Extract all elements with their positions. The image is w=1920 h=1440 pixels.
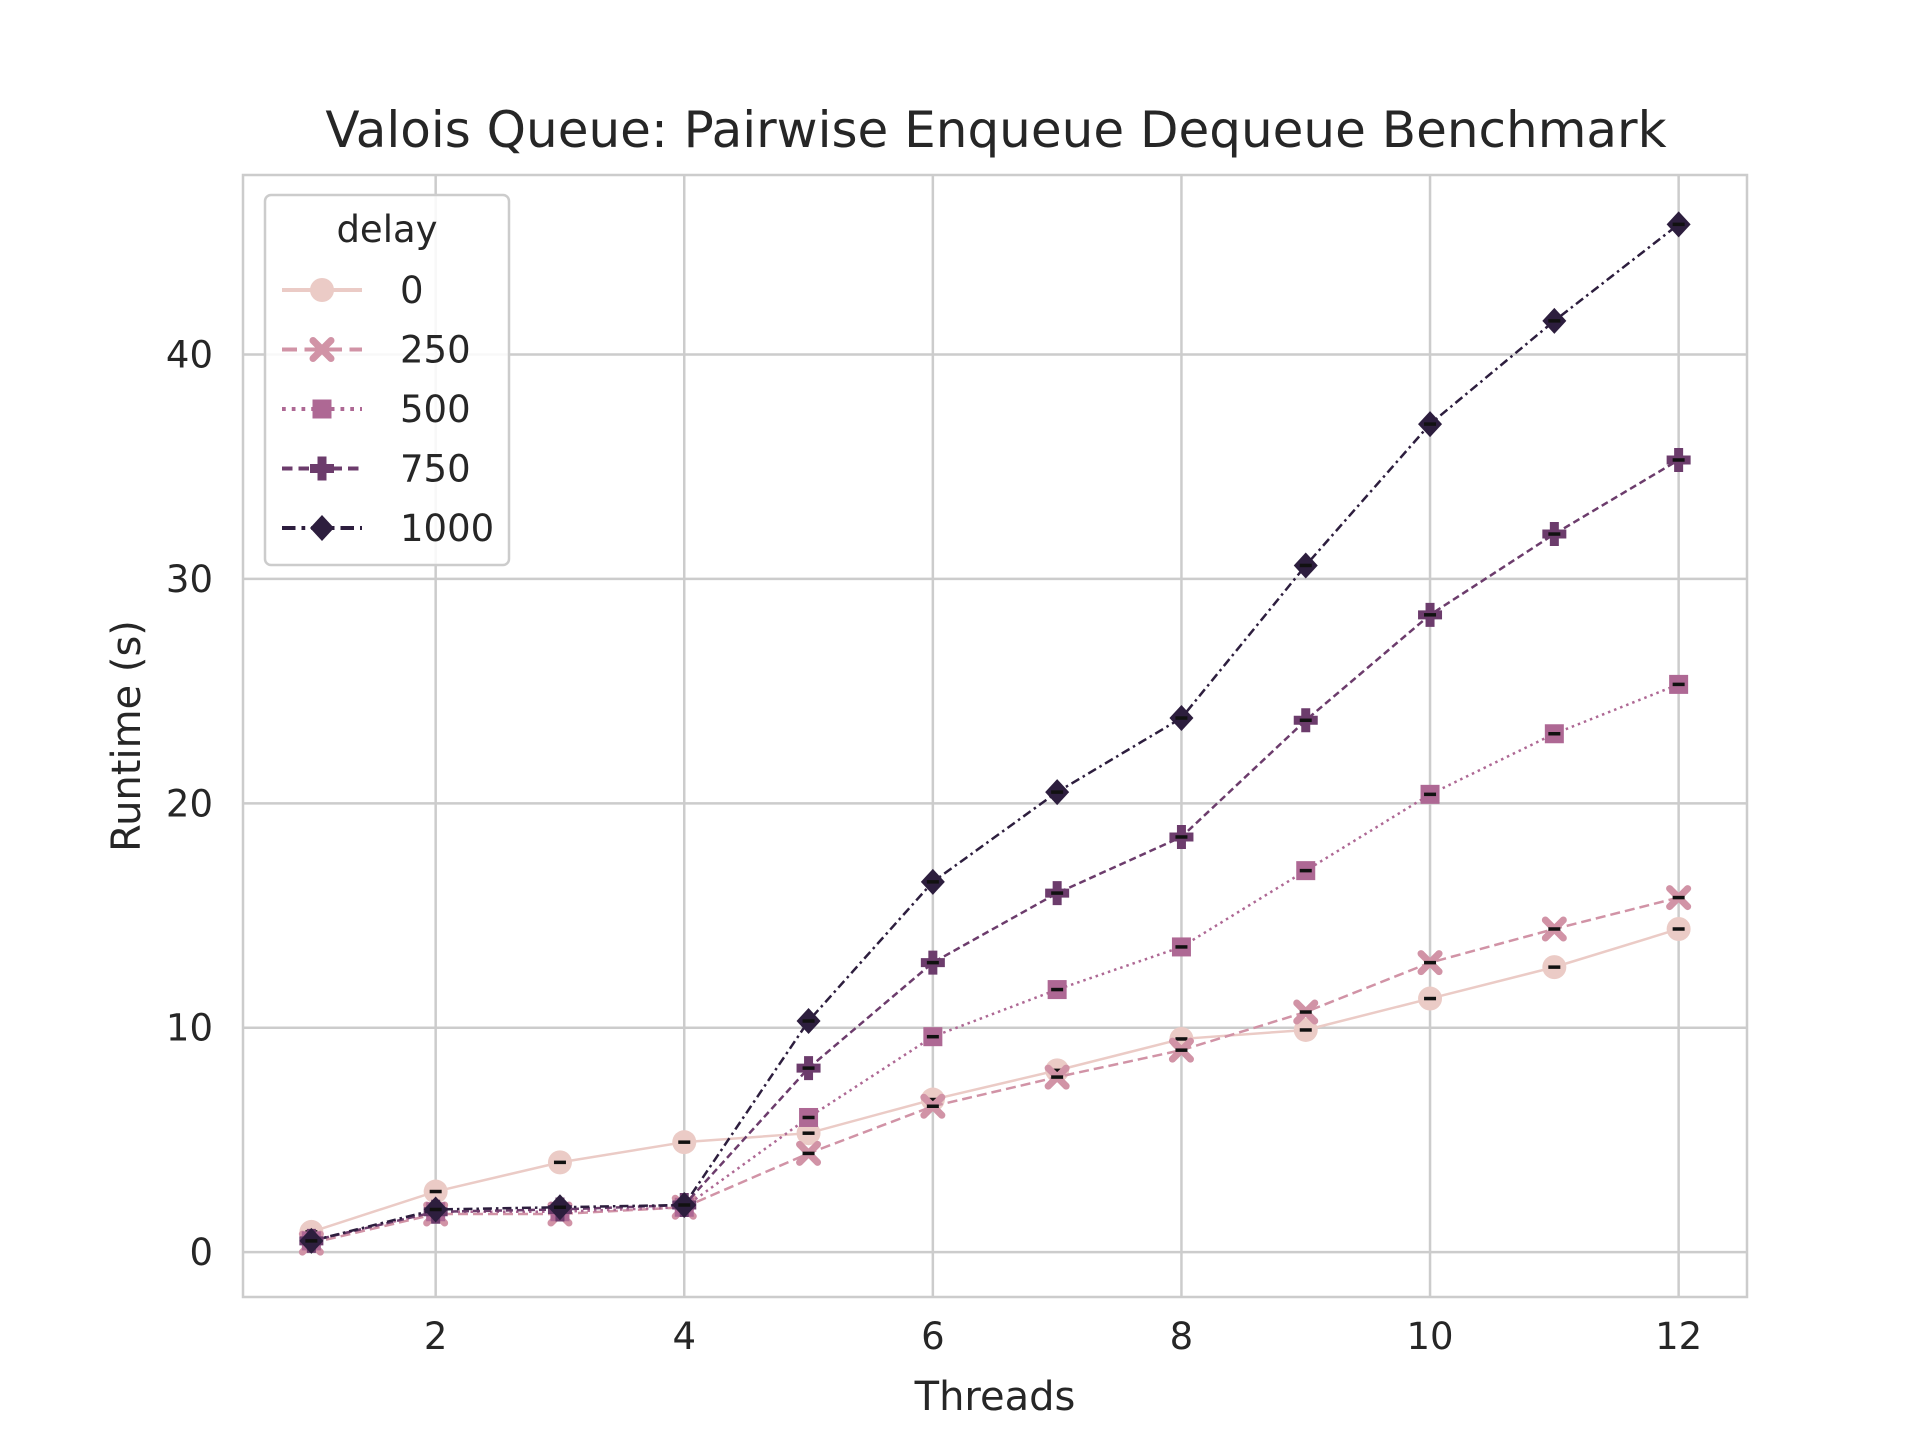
x-tick-label: 4 [672, 1315, 696, 1358]
y-tick-label: 10 [166, 1007, 213, 1050]
series-1000 [299, 211, 1691, 1254]
series-line [311, 458, 1680, 1243]
y-tick-label: 40 [166, 334, 213, 377]
y-tick-label: 30 [166, 558, 213, 601]
legend-marker [310, 515, 334, 541]
legend-item-1000: 1000 [282, 507, 494, 550]
legend: delay 0 250 500 750 1000 [263, 193, 511, 567]
x-tick-label: 8 [1170, 1315, 1194, 1358]
legend-label: 1000 [400, 507, 494, 550]
series-line [311, 223, 1680, 1243]
series-line [311, 896, 1679, 1245]
x-tick-labels: 2 4 6 8 10 12 [424, 1315, 1702, 1358]
x-tick-label: 6 [921, 1315, 945, 1358]
x-axis-label: Threads [914, 1374, 1076, 1420]
legend-label: 250 [400, 329, 471, 372]
legend-marker [309, 337, 335, 362]
y-tick-labels: 0 10 20 30 40 [166, 334, 213, 1275]
series-layer [298, 211, 1692, 1256]
series-line [310, 927, 1680, 1234]
chart-title: Valois Queue: Pairwise Enqueue Dequeue B… [325, 101, 1666, 159]
series-line [311, 683, 1680, 1243]
legend-label: 0 [400, 269, 424, 312]
legend-marker [312, 399, 332, 419]
legend-item-750: 750 [282, 448, 471, 491]
legend-item-0: 0 [282, 269, 424, 312]
legend-title: delay [336, 208, 437, 251]
y-tick-label: 20 [166, 782, 213, 825]
series-250 [298, 885, 1692, 1256]
y-tick-label: 0 [189, 1231, 213, 1274]
x-tick-label: 2 [424, 1315, 448, 1358]
x-tick-label: 10 [1406, 1315, 1453, 1358]
legend-marker [310, 278, 334, 302]
x-tick-label: 12 [1655, 1315, 1702, 1358]
y-axis-label: Runtime (s) [104, 620, 150, 852]
legend-marker [310, 456, 334, 481]
legend-item-500: 500 [282, 388, 471, 431]
legend-label: 750 [400, 448, 471, 491]
legend-item-250: 250 [282, 329, 471, 372]
plot-frame [241, 173, 1749, 1299]
series-500 [301, 674, 1689, 1251]
legend-label: 500 [400, 388, 471, 431]
series-750 [299, 447, 1691, 1253]
series-0 [299, 916, 1691, 1244]
